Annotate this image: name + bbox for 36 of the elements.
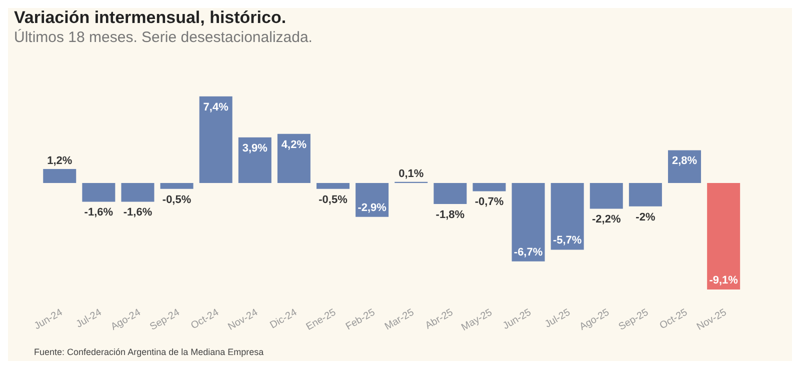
data-label: -0,5% (318, 194, 348, 206)
data-label: -5,7% (552, 234, 582, 247)
bar (160, 183, 194, 189)
data-label: -2,9% (358, 202, 387, 214)
bar (550, 183, 584, 250)
data-label: -0,5% (162, 194, 192, 206)
bar (472, 183, 506, 192)
bar (121, 183, 154, 202)
bar (512, 183, 545, 262)
data-label: 1,2% (47, 154, 72, 167)
bar (590, 183, 623, 209)
data-label: -2% (636, 211, 656, 224)
bar (238, 137, 272, 183)
data-label: -2,2% (592, 214, 621, 226)
data-label: -0,7% (474, 196, 504, 208)
bar (316, 183, 350, 189)
data-label: -6,7% (514, 246, 543, 258)
bar (277, 134, 310, 183)
data-label: 4,2% (281, 138, 307, 151)
chart-subtitle: Últimos 18 meses. Serie desestacionalizada. (14, 29, 312, 46)
bar (628, 183, 662, 206)
data-label: -9,1% (709, 274, 738, 286)
bar (199, 96, 232, 183)
data-label: -1,8% (436, 209, 465, 222)
bar (707, 183, 740, 290)
data-label: 2,8% (672, 155, 698, 168)
data-label: -1,6% (84, 206, 114, 219)
chart-title: Variación intermensual, histórico. (14, 8, 286, 28)
data-label: 0,1% (398, 168, 424, 180)
bar (82, 183, 116, 202)
source-note: Fuente: Confederación Argentina de la Mediana Empresa (34, 347, 264, 357)
data-label: -1,6% (123, 206, 152, 219)
bar (43, 168, 76, 183)
data-label: 3,9% (242, 142, 268, 154)
data-label: 7,4% (203, 101, 229, 114)
bar (434, 183, 467, 204)
